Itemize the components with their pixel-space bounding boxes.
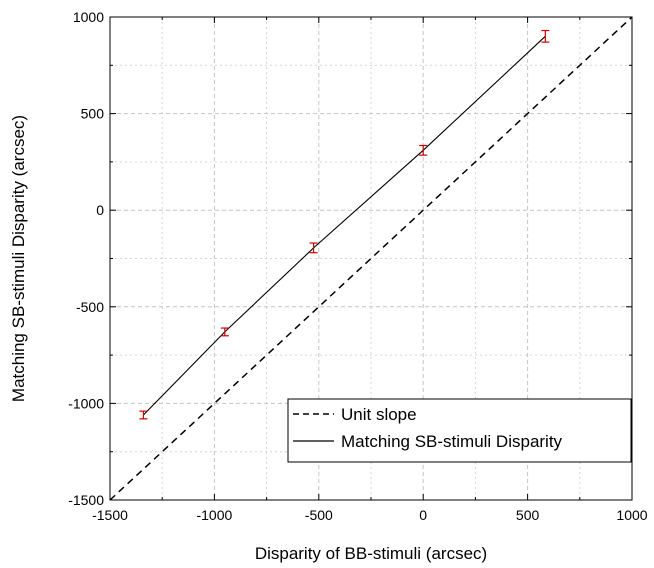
y-tick-label: 1000: [73, 9, 104, 25]
x-tick-label: 500: [516, 507, 540, 523]
series-line-unit-slope: [109, 16, 633, 501]
error-bars: [139, 29, 550, 420]
y-axis-label: Matching SB-stimuli Disparity (arcsec): [9, 115, 28, 402]
x-tick-label: 0: [419, 507, 427, 523]
legend-label-unit-slope: Unit slope: [341, 405, 417, 424]
x-axis-label: Disparity of BB-stimuli (arcsec): [255, 544, 487, 563]
y-tick-label: 500: [81, 106, 105, 122]
error-bar: [220, 327, 229, 337]
y-tick-label: -1000: [68, 395, 104, 411]
legend-box: [287, 398, 632, 463]
y-tick-label: -1500: [68, 492, 104, 508]
legend-label-matching: Matching SB-stimuli Disparity: [341, 432, 563, 451]
error-bar: [419, 144, 428, 156]
x-tick-label: -500: [305, 507, 333, 523]
error-bar: [139, 410, 148, 420]
x-tick-label: -1000: [196, 507, 232, 523]
error-bar: [541, 29, 550, 43]
x-tick-label: 1000: [616, 507, 647, 523]
y-tick-label: -500: [76, 299, 104, 315]
x-tick-label: -1500: [92, 507, 128, 523]
grid: [110, 17, 632, 500]
tick-labels: -1500 -1000 -500 0 500 1000 -1500 -1000 -500 0 500…: [68, 9, 648, 523]
axis-ticks: [109, 16, 633, 501]
legend: Unit slope Matching SB-stimuli Disparity: [287, 398, 632, 463]
error-bar: [309, 242, 318, 254]
y-tick-label: 0: [96, 202, 104, 218]
series-line-matching: [143, 35, 546, 416]
